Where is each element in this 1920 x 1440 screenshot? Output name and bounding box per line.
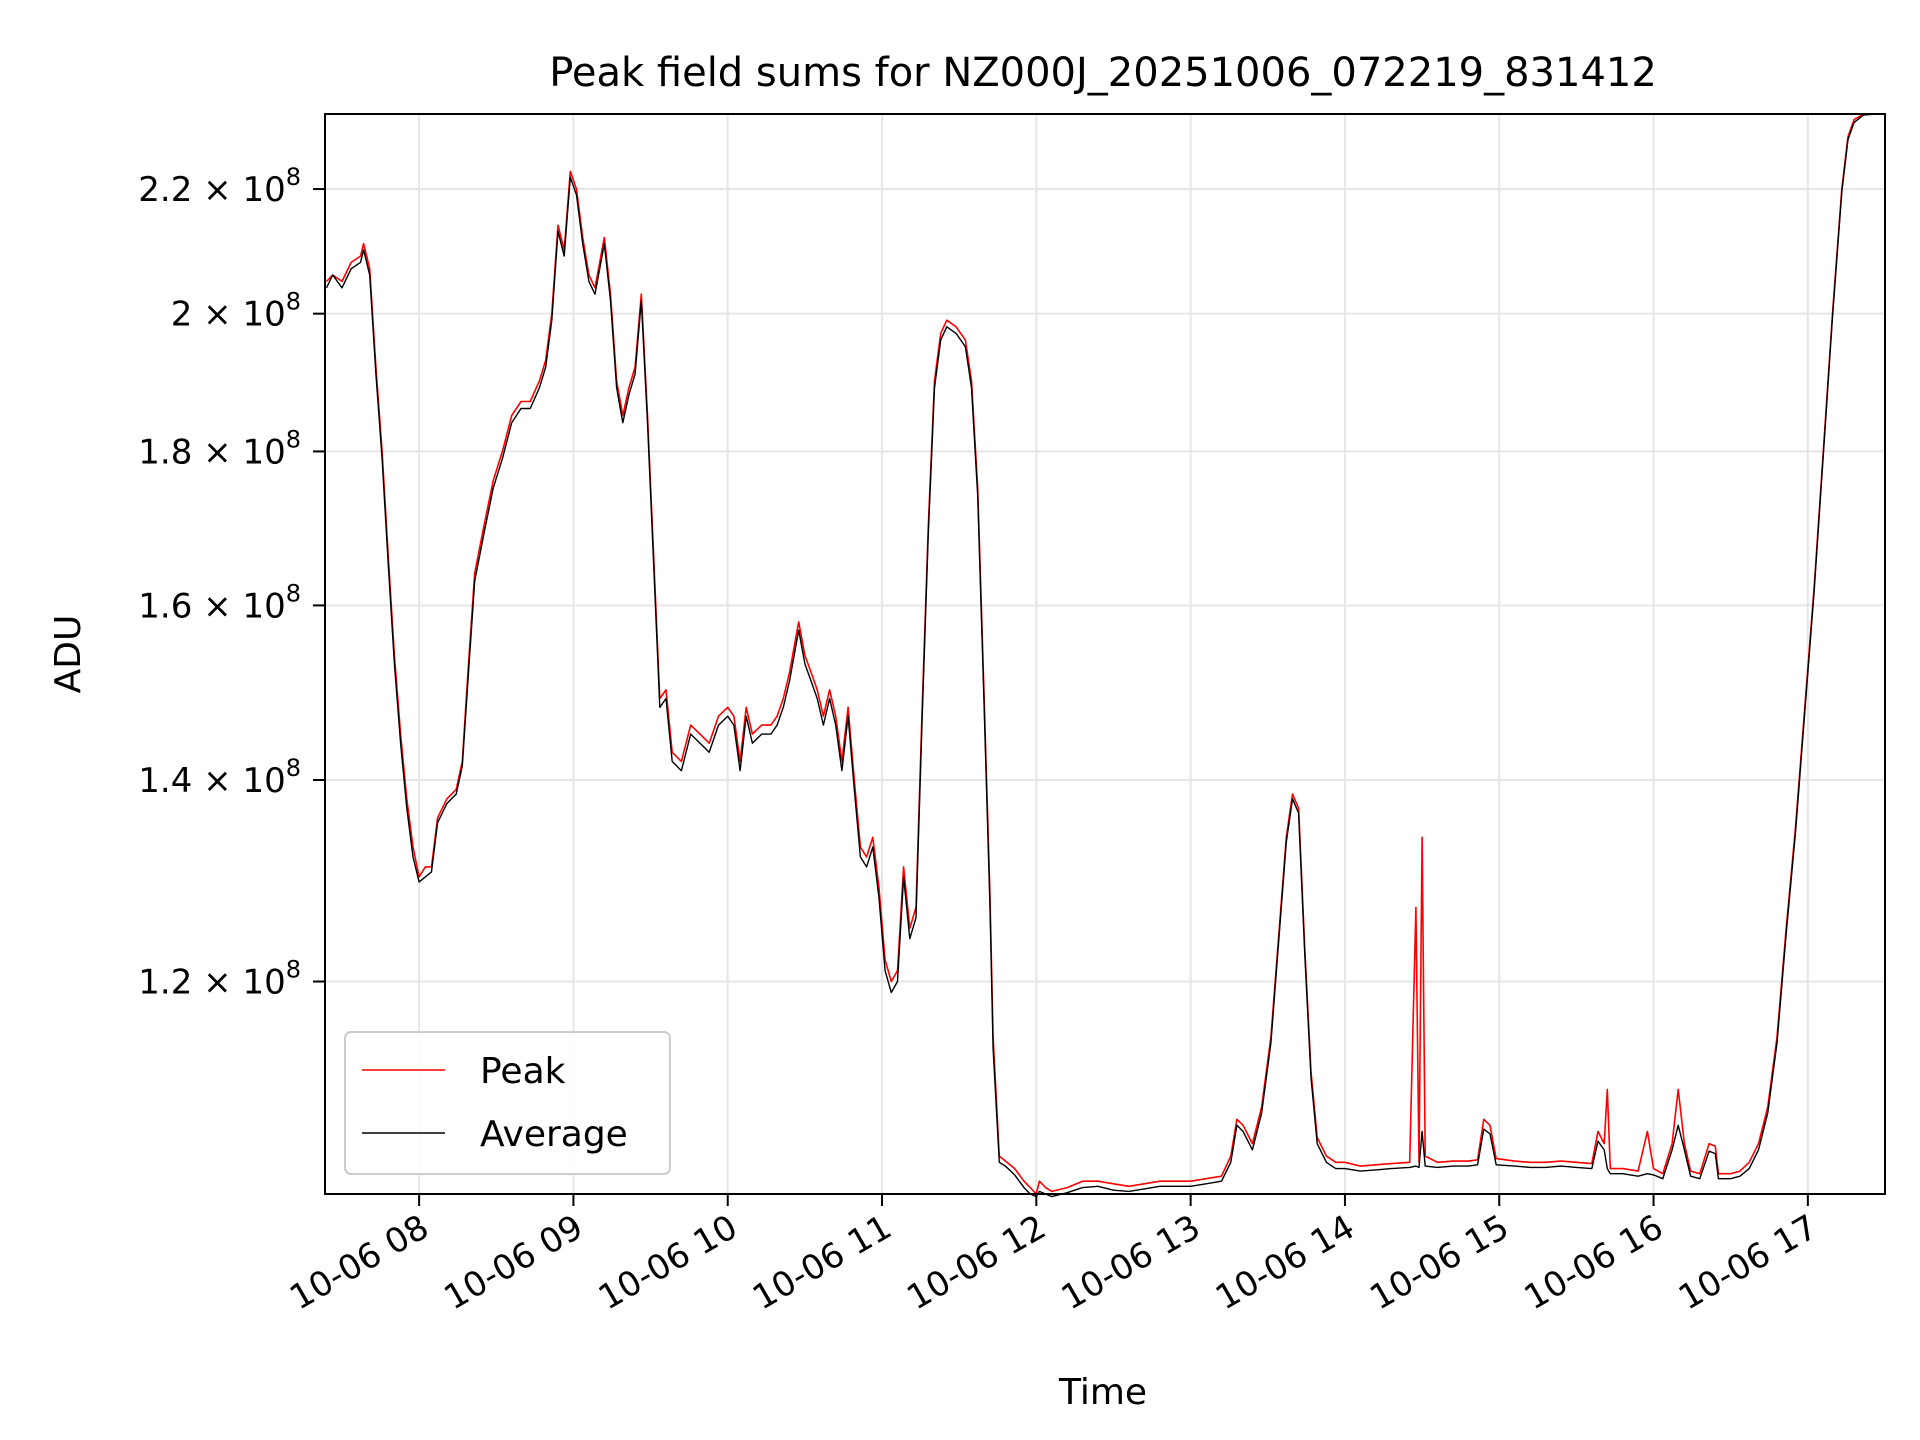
y-axis-label: ADU bbox=[48, 615, 89, 694]
y-tick-label: 1.8 × 108 bbox=[138, 425, 301, 472]
chart-title: Peak field sums for NZ000J_20251006_0722… bbox=[549, 50, 1657, 96]
series-layer bbox=[325, 113, 1885, 1198]
y-tick-label: 2.2 × 108 bbox=[138, 163, 301, 210]
y-tick-label: 1.6 × 108 bbox=[138, 579, 301, 626]
y-tick-label: 1.4 × 108 bbox=[138, 754, 301, 801]
y-tick-label: 1.2 × 108 bbox=[138, 956, 301, 1003]
legend-label-peak: Peak bbox=[480, 1051, 566, 1092]
legend-box bbox=[344, 1031, 671, 1175]
legend-label-average: Average bbox=[480, 1114, 628, 1155]
grid bbox=[325, 114, 1885, 1194]
y-tick-label: 2 × 108 bbox=[171, 288, 301, 335]
legend: Peak Average bbox=[344, 1031, 671, 1175]
x-axis-label: Time bbox=[1058, 1372, 1147, 1413]
y-axis: 1.2 × 108 1.4 × 108 1.6 × 108 1.8 × 108 2 × … bbox=[138, 163, 325, 1003]
series-line-average bbox=[325, 113, 1885, 1198]
plot-frame bbox=[324, 113, 1886, 1195]
